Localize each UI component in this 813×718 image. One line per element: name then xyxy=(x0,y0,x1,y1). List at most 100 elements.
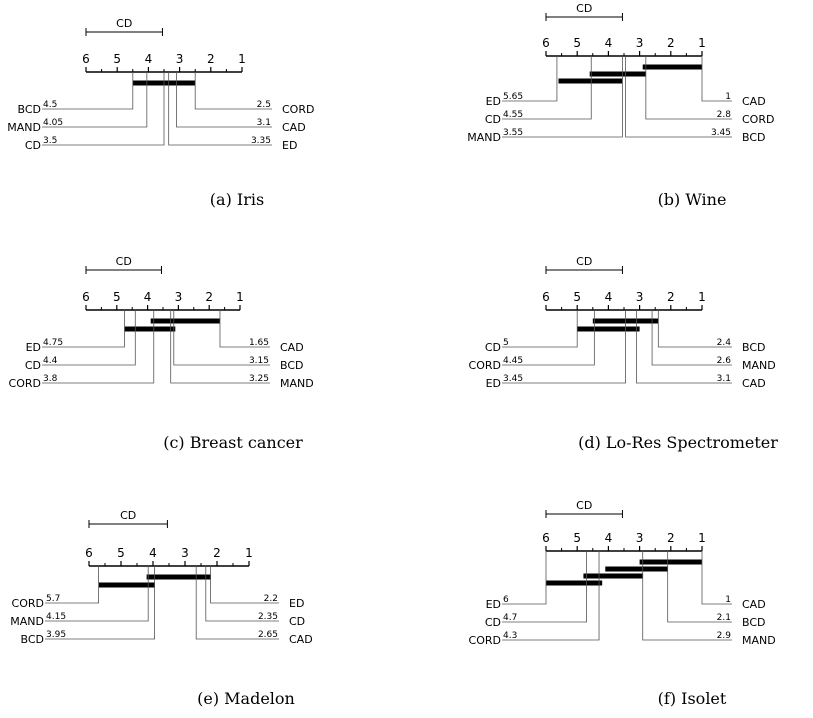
cd-label: CD xyxy=(120,509,136,522)
method-name: CORD xyxy=(469,634,501,647)
axis-tick-label: 3 xyxy=(176,52,184,66)
method-connector xyxy=(173,310,270,366)
method-rank-label: 5.65 xyxy=(503,92,523,102)
method-name: CORD xyxy=(12,597,44,610)
method-rank-label: 3.55 xyxy=(503,128,523,138)
axis-tick-label: 6 xyxy=(542,531,550,545)
method-connector xyxy=(170,310,270,384)
axis-tick-label: 3 xyxy=(636,36,644,50)
axis-tick-label: 2 xyxy=(667,290,675,304)
method-rank-label: 4.05 xyxy=(43,118,63,128)
method-name: ED xyxy=(282,139,297,152)
method-connector xyxy=(194,72,272,110)
method-connector xyxy=(42,310,125,348)
axis-tick-label: 4 xyxy=(605,531,613,545)
panel-caption: (f) Isolet xyxy=(658,689,727,708)
method-name: CD xyxy=(289,615,305,628)
method-rank-label: 3.35 xyxy=(251,136,271,146)
cd-panel: CD 6 5 4 3 2 1 CORD 5.7 MAND 4.15 BCD 3.95 ED 2.2 CD 2.3… xyxy=(10,509,312,708)
method-rank-label: 2.2 xyxy=(264,594,278,604)
axis-tick-label: 5 xyxy=(573,531,581,545)
method-connector xyxy=(42,72,165,146)
method-rank-label: 3.95 xyxy=(46,630,66,640)
method-connector xyxy=(502,551,600,641)
method-rank-label: 1 xyxy=(725,92,731,102)
method-name: ED xyxy=(26,341,41,354)
method-rank-label: 2.4 xyxy=(717,338,732,348)
axis-tick-label: 4 xyxy=(145,52,153,66)
axis-tick-label: 4 xyxy=(144,290,152,304)
method-connector xyxy=(701,56,732,102)
method-connector xyxy=(657,310,732,348)
axis-tick-label: 4 xyxy=(149,546,157,560)
method-name: CD xyxy=(485,616,501,629)
cd-label: CD xyxy=(116,17,132,30)
axis-tick-label: 1 xyxy=(236,290,244,304)
axis-tick-label: 2 xyxy=(205,290,213,304)
method-connector xyxy=(502,310,595,366)
axis-tick-label: 1 xyxy=(698,531,706,545)
method-name: ED xyxy=(289,597,304,610)
method-rank-label: 4.3 xyxy=(503,631,517,641)
method-connector xyxy=(168,72,272,146)
method-name: MAND xyxy=(280,377,314,390)
method-rank-label: 4.45 xyxy=(503,356,523,366)
axis-tick-label: 6 xyxy=(82,290,90,304)
axis-tick-label: 1 xyxy=(698,290,706,304)
cd-label: CD xyxy=(576,499,592,512)
method-connector xyxy=(502,56,558,102)
method-connector xyxy=(625,56,732,138)
method-connector xyxy=(502,551,547,605)
method-connector xyxy=(502,310,626,384)
method-name: CD xyxy=(25,139,41,152)
method-rank-label: 6 xyxy=(503,595,509,605)
method-rank-label: 2.5 xyxy=(257,100,271,110)
method-rank-label: 2.6 xyxy=(717,356,732,366)
axis-tick-label: 5 xyxy=(573,36,581,50)
method-rank-label: 2.35 xyxy=(258,612,278,622)
method-name: BCD xyxy=(742,131,766,144)
method-connector xyxy=(45,566,149,622)
method-connector xyxy=(45,566,156,640)
axis-tick-label: 6 xyxy=(82,52,90,66)
method-name: ED xyxy=(486,377,501,390)
method-rank-label: 1 xyxy=(725,595,731,605)
method-name: CAD xyxy=(282,121,306,134)
method-connector xyxy=(210,566,279,604)
method-name: CAD xyxy=(742,95,766,108)
method-rank-label: 3.1 xyxy=(257,118,271,128)
cd-label: CD xyxy=(116,255,132,268)
axis-tick-label: 3 xyxy=(636,290,644,304)
method-connector xyxy=(502,56,623,138)
method-rank-label: 3.25 xyxy=(249,374,269,384)
method-connector xyxy=(219,310,270,348)
method-name: ED xyxy=(486,95,501,108)
axis-tick-label: 5 xyxy=(117,546,125,560)
method-connector xyxy=(667,551,732,623)
method-connector xyxy=(42,310,136,366)
method-rank-label: 2.9 xyxy=(717,631,732,641)
axis-tick-label: 2 xyxy=(667,531,675,545)
axis-tick-label: 6 xyxy=(542,290,550,304)
method-name: BCD xyxy=(742,616,766,629)
axis-tick-label: 5 xyxy=(113,290,121,304)
method-name: CD xyxy=(25,359,41,372)
axis-tick-label: 2 xyxy=(207,52,215,66)
method-connector xyxy=(502,551,587,623)
axis-tick-label: 6 xyxy=(85,546,93,560)
axis-tick-label: 3 xyxy=(636,531,644,545)
axis-tick-label: 6 xyxy=(542,36,550,50)
method-connector xyxy=(642,551,732,641)
method-connector xyxy=(645,56,732,120)
panel-caption: (b) Wine xyxy=(658,190,727,209)
method-connector xyxy=(636,310,732,384)
method-connector xyxy=(502,56,592,120)
method-name: BCD xyxy=(20,633,44,646)
axis-tick-label: 3 xyxy=(175,290,183,304)
method-connector xyxy=(176,72,272,128)
method-connector xyxy=(205,566,279,622)
method-name: ED xyxy=(486,598,501,611)
